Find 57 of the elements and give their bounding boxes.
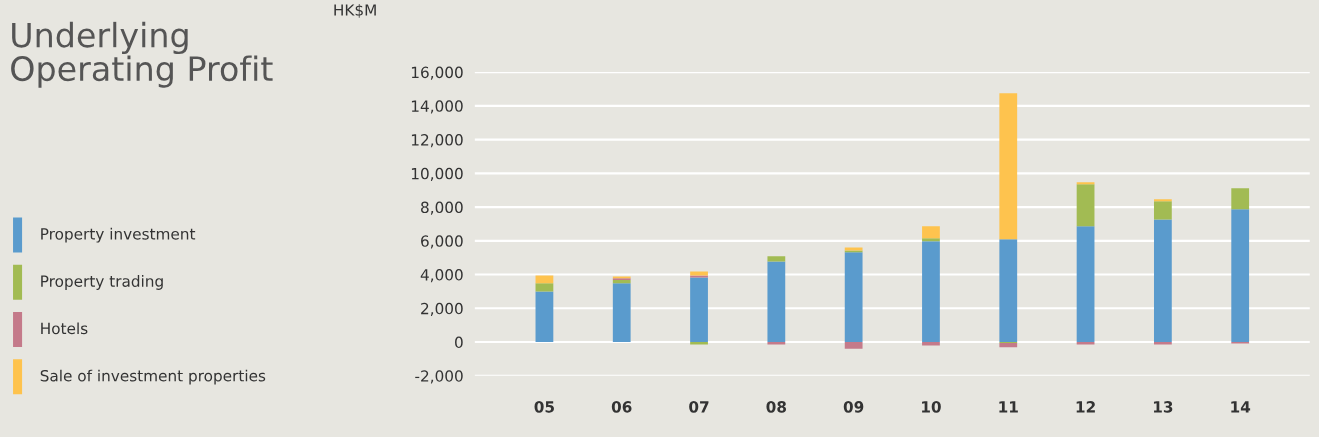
x-tick-label: 12 bbox=[1076, 401, 1095, 413]
bar bbox=[999, 93, 1018, 240]
legend-label: Property investment bbox=[41, 227, 196, 243]
bar bbox=[690, 277, 708, 343]
y-tick-label: 12,000 bbox=[411, 134, 463, 148]
bar bbox=[1153, 219, 1172, 343]
x-tick-label: 09 bbox=[843, 401, 864, 413]
x-tick-label: 05 bbox=[534, 401, 554, 413]
bar bbox=[844, 252, 863, 343]
y-tick-label: 0 bbox=[455, 336, 463, 349]
bar bbox=[690, 271, 708, 276]
bar bbox=[1153, 342, 1172, 345]
bar bbox=[690, 342, 708, 345]
bar bbox=[535, 275, 554, 284]
bar bbox=[767, 256, 786, 262]
x-tick-label: 10 bbox=[922, 401, 941, 413]
bar bbox=[922, 226, 940, 239]
y-tick-label: -2,000 bbox=[415, 370, 463, 384]
bar bbox=[535, 283, 554, 292]
bar bbox=[1076, 226, 1095, 343]
y-tick-label: 10,000 bbox=[411, 167, 463, 181]
x-tick-label: 11 bbox=[999, 401, 1018, 413]
x-tick-label: 07 bbox=[689, 401, 709, 413]
bar bbox=[922, 241, 940, 343]
x-tick-label: 14 bbox=[1231, 401, 1251, 413]
y-axis-title: HK$M bbox=[334, 3, 376, 18]
x-tick-label: 08 bbox=[766, 401, 787, 413]
bar bbox=[535, 291, 554, 343]
y-tick-label: 16,000 bbox=[411, 66, 463, 80]
y-tick-label: 4,000 bbox=[420, 269, 463, 283]
bar bbox=[1076, 342, 1095, 345]
bar bbox=[1231, 188, 1250, 210]
y-tick-label: 6,000 bbox=[421, 235, 463, 249]
legend-label: Hotels bbox=[41, 322, 88, 335]
x-tick-label: 13 bbox=[1153, 401, 1173, 413]
bar bbox=[767, 261, 786, 343]
y-tick-label: 8,000 bbox=[421, 201, 463, 215]
legend-label: Sale of investment properties bbox=[40, 369, 266, 385]
y-tick-label: 14,000 bbox=[411, 100, 463, 114]
bar bbox=[1153, 199, 1172, 202]
bar bbox=[690, 275, 708, 278]
y-tick-label: 2,000 bbox=[421, 302, 463, 316]
bar bbox=[999, 239, 1018, 343]
bar bbox=[612, 283, 631, 343]
bar bbox=[999, 342, 1018, 348]
legend-label: Property trading bbox=[41, 275, 163, 290]
x-tick-label: 06 bbox=[611, 401, 632, 413]
bar bbox=[1076, 182, 1095, 185]
bar bbox=[1231, 209, 1250, 343]
bar bbox=[922, 238, 940, 242]
bar bbox=[612, 279, 631, 284]
bar bbox=[1076, 184, 1095, 227]
bar bbox=[1153, 201, 1172, 220]
bar bbox=[844, 342, 863, 349]
bar bbox=[922, 342, 940, 346]
text: Underlying Operating Profit bbox=[11, 21, 273, 88]
bar bbox=[767, 342, 786, 345]
